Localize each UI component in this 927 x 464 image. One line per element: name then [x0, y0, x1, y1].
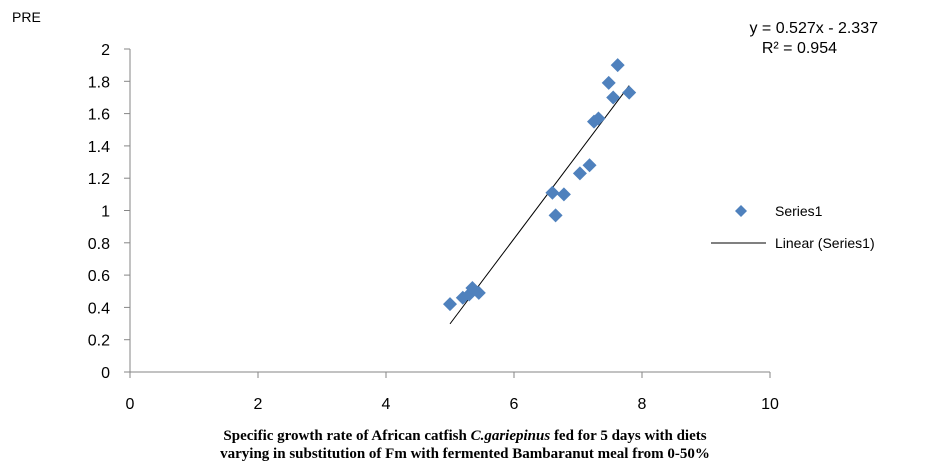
- data-point: [606, 90, 621, 105]
- y-tick-label: 0.4: [88, 300, 110, 317]
- x-tick-label: 0: [126, 396, 135, 413]
- legend: Series1 Linear (Series1): [711, 203, 875, 251]
- y-tick-label: 0.2: [88, 333, 110, 350]
- y-tick-label: 1.6: [88, 107, 110, 124]
- data-point: [443, 297, 457, 312]
- x-axis-label-species: C.gariepinus: [470, 428, 551, 444]
- data-point: [545, 185, 560, 200]
- x-tick-label: 4: [382, 396, 391, 413]
- y-tick-label: 0.6: [88, 268, 110, 285]
- x-tick-label: 6: [510, 396, 519, 413]
- x-tick-labels: 0 2 4 6 8 10: [126, 396, 779, 413]
- axes: [124, 48, 771, 378]
- trendline-equation: y = 0.527x - 2.337: [749, 20, 878, 37]
- legend-marker-series1: [735, 205, 747, 217]
- x-tick-label: 8: [638, 396, 647, 413]
- legend-label-series1: Series1: [775, 203, 823, 219]
- x-tick-label: 10: [761, 396, 779, 413]
- y-tick-label: 1.4: [88, 139, 110, 156]
- data-points: [443, 58, 637, 312]
- r-squared-label: R² = 0.954: [762, 40, 837, 57]
- y-tick-label: 1.2: [88, 171, 110, 188]
- y-tick-labels: 0 0.2 0.4 0.6 0.8 1 1.2 1.4 1.6 1.8 2: [88, 42, 110, 382]
- data-point: [471, 285, 486, 300]
- trendline-group: [449, 85, 630, 325]
- x-axis-label-part2: fed for 5 days with diets: [550, 428, 707, 444]
- x-axis-label-part1: Specific growth rate of African catfish: [223, 428, 471, 444]
- data-point: [572, 166, 587, 181]
- data-point: [582, 158, 597, 173]
- legend-label-linear: Linear (Series1): [775, 235, 875, 251]
- y-tick-label: 2: [101, 42, 110, 59]
- data-point: [601, 75, 616, 90]
- data-point: [556, 187, 571, 202]
- y-tick-label: 1.8: [88, 74, 110, 91]
- x-axis-label-line2: varying in substitution of Fm with ferme…: [220, 446, 710, 462]
- data-point: [622, 85, 637, 100]
- data-point: [591, 111, 606, 126]
- data-point: [548, 208, 563, 223]
- trendline: [449, 85, 630, 325]
- y-tick-label: 0: [101, 365, 110, 382]
- x-tick-label: 2: [254, 396, 263, 413]
- y-tick-label: 1: [101, 204, 110, 221]
- data-point: [610, 58, 625, 73]
- x-axis-label: Specific growth rate of African catfish …: [120, 427, 810, 463]
- y-tick-label: 0.8: [88, 236, 110, 253]
- y-axis-label: PRE: [12, 9, 41, 25]
